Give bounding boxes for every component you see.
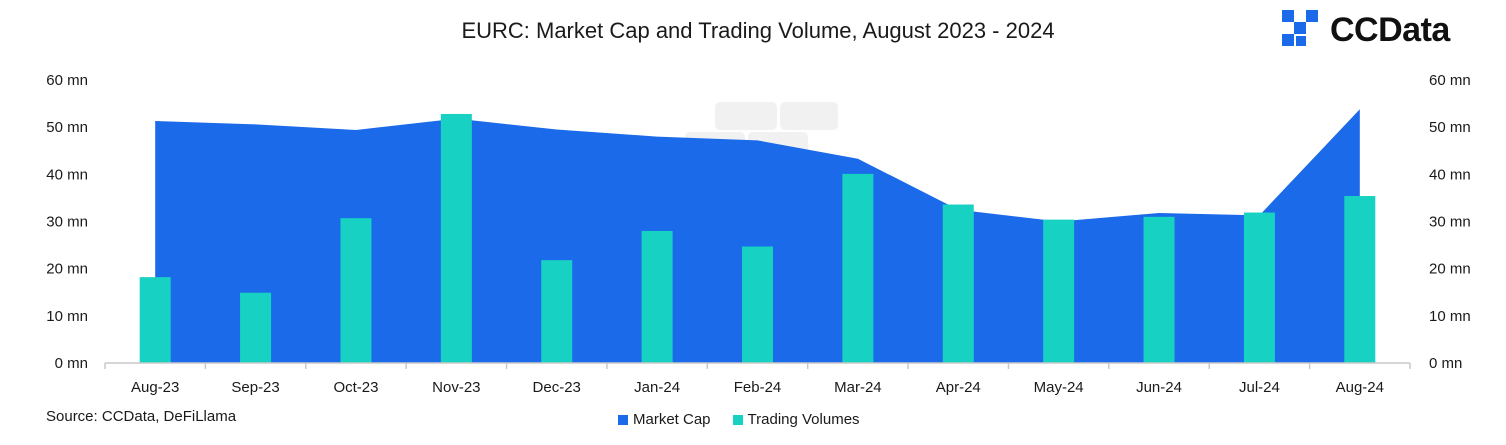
- brand-logo: CCData: [1282, 8, 1450, 52]
- y-left-tick-label: 10 mn: [46, 308, 88, 325]
- x-tick-label: Sep-23: [231, 379, 279, 396]
- legend-item-trading-volumes: Trading Volumes: [732, 411, 860, 428]
- x-tick-label: Oct-23: [333, 379, 378, 396]
- y-left-tick-label: 20 mn: [46, 261, 88, 278]
- x-tick-label: Dec-23: [533, 379, 581, 396]
- x-tick-label: Apr-24: [936, 379, 981, 396]
- y-left-tick-label: 50 mn: [46, 119, 88, 136]
- trading-volume-bar: [541, 260, 573, 363]
- chart-title: EURC: Market Cap and Trading Volume, Aug…: [461, 18, 1055, 43]
- logo-text: CCData: [1330, 10, 1450, 49]
- y-right-tick-label: 40 mn: [1429, 166, 1471, 183]
- y-left-tick-label: 40 mn: [46, 166, 88, 183]
- y-right-tick-label: 50 mn: [1429, 119, 1471, 136]
- trading-volume-bar: [1143, 216, 1175, 363]
- legend-label-trading-volumes: Trading Volumes: [747, 411, 860, 428]
- trading-volume-bar: [641, 230, 673, 363]
- y-left-tick-label: 0 mn: [55, 355, 88, 372]
- trading-volume-bar: [842, 173, 874, 363]
- x-tick-label: Jul-24: [1239, 379, 1280, 396]
- legend-item-market-cap: Market Cap: [618, 411, 711, 428]
- legend: Market Cap Trading Volumes: [618, 411, 882, 428]
- trading-volume-bar: [942, 204, 974, 363]
- x-tick-label: Jun-24: [1136, 379, 1182, 396]
- x-tick-label: May-24: [1034, 379, 1084, 396]
- trading-volume-bar: [139, 277, 171, 363]
- y-left-tick-label: 60 mn: [46, 72, 88, 89]
- y-right-tick-label: 20 mn: [1429, 261, 1471, 278]
- legend-swatch-market-cap: [618, 414, 628, 425]
- y-right-tick-label: 10 mn: [1429, 308, 1471, 325]
- source-note: Source: CCData, DeFiLlama: [46, 408, 237, 425]
- trading-volume-bar: [340, 218, 372, 363]
- y-right-tick-label: 0 mn: [1429, 355, 1462, 372]
- x-tick-label: Mar-24: [834, 379, 882, 396]
- x-tick-label: Feb-24: [734, 379, 782, 396]
- trading-volume-bar: [1243, 212, 1275, 363]
- x-tick-label: Nov-23: [432, 379, 480, 396]
- y-right-tick-label: 30 mn: [1429, 214, 1471, 231]
- trading-volume-bar: [240, 292, 272, 363]
- trading-volume-bar: [1344, 196, 1376, 363]
- ccdata-logo-icon: [1282, 10, 1318, 46]
- trading-volume-bar: [440, 113, 472, 364]
- trading-volume-bar: [1043, 219, 1075, 363]
- y-left-tick-label: 30 mn: [46, 214, 88, 231]
- x-tick-label: Jan-24: [634, 379, 680, 396]
- x-tick-label: Aug-23: [131, 379, 179, 396]
- legend-swatch-trading-volumes: [732, 414, 743, 425]
- trading-volume-bar: [742, 246, 773, 363]
- legend-label-market-cap: Market Cap: [633, 411, 711, 428]
- x-tick-label: Aug-24: [1336, 379, 1384, 396]
- y-right-tick-label: 60 mn: [1429, 72, 1471, 89]
